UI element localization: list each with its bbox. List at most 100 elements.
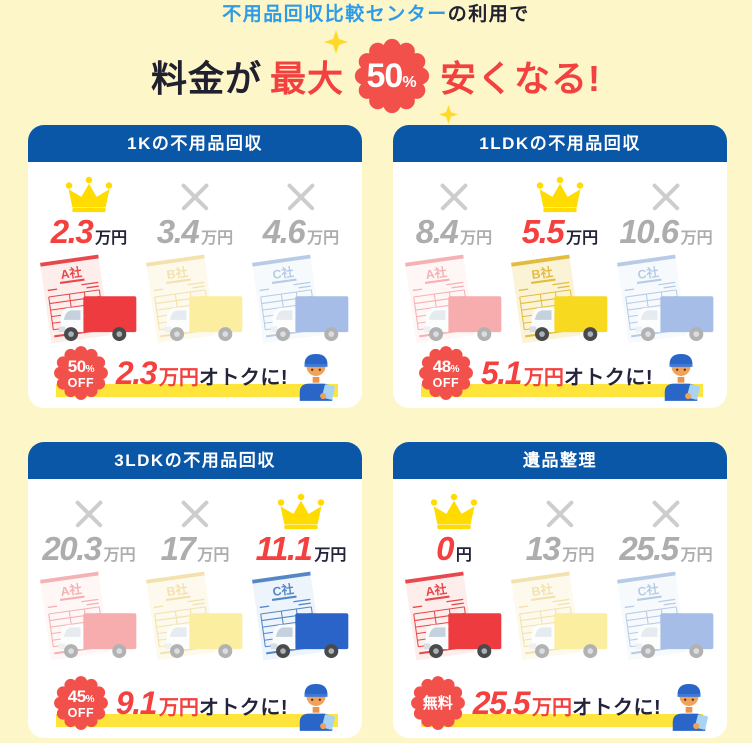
price-unit: 万円 xyxy=(103,547,136,564)
worker-icon xyxy=(294,349,338,401)
svg-text:A社: A社 xyxy=(60,581,84,599)
savings-row: 50% OFF 2.3 万円 オトクに! xyxy=(28,342,362,404)
off-badge: 50% OFF xyxy=(52,344,110,402)
worker-icon xyxy=(659,349,703,401)
highlight-bar xyxy=(421,384,703,397)
invoice-truck-graphic: B社 xyxy=(511,254,608,344)
card-title: 遺品整理 xyxy=(393,442,727,479)
svg-text:C社: C社 xyxy=(272,581,296,599)
price-unit: 万円 xyxy=(680,547,713,564)
highlight-bar xyxy=(56,384,338,397)
price: 8.4 万円 xyxy=(416,215,492,248)
savings-text: 2.3 万円 オトクに! xyxy=(115,354,289,391)
price-unit: 万円 xyxy=(307,230,340,247)
price-unit: 万円 xyxy=(197,547,230,564)
price-value: 17 xyxy=(160,530,196,567)
invoice-truck-graphic: C社 xyxy=(617,254,714,344)
crown-icon xyxy=(535,172,585,214)
company-column-red: 20.3 万円 A社 xyxy=(36,489,142,665)
invoice-graphic: A社 xyxy=(401,569,507,665)
worker-icon xyxy=(294,679,338,731)
invoice-truck-graphic: B社 xyxy=(146,571,243,661)
truck-icon xyxy=(529,613,608,659)
invoice-truck-graphic: A社 xyxy=(405,254,502,344)
price-value: 3.4 xyxy=(156,213,200,250)
truck-icon xyxy=(635,613,714,659)
savings-text: 5.1 万円 オトクに! xyxy=(480,354,654,391)
x-icon xyxy=(544,489,576,531)
card-3ldk: 3LDKの不用品回収 20.3 万円 A社 17 万円 B社 xyxy=(28,442,362,738)
x-icon xyxy=(650,172,682,214)
invoice-truck-graphic: A社 xyxy=(40,254,137,344)
price-value: 10.6 xyxy=(619,213,679,250)
savings-row: 45% OFF 9.1 万円 オトクに! xyxy=(28,672,362,734)
price-value: 20.3 xyxy=(42,530,102,567)
company-columns: 2.3 万円 A社 3.4 万円 B社 xyxy=(28,162,362,348)
svg-text:B社: B社 xyxy=(166,581,190,599)
x-icon xyxy=(179,172,211,214)
company-column-yellow: 17 万円 B社 xyxy=(142,489,248,665)
svg-text:C社: C社 xyxy=(272,264,296,282)
x-icon xyxy=(650,489,682,531)
price: 10.6 万円 xyxy=(619,215,712,248)
price: 2.3 万円 xyxy=(51,215,127,248)
price-unit: 万円 xyxy=(314,547,347,564)
price-unit: 万円 xyxy=(95,230,128,247)
price-value: 4.6 xyxy=(262,213,306,250)
company-column-blue: 10.6 万円 C社 xyxy=(613,172,719,348)
x-icon xyxy=(179,489,211,531)
company-column-yellow: 3.4 万円 B社 xyxy=(142,172,248,348)
invoice-graphic: C社 xyxy=(613,569,719,665)
svg-text:A社: A社 xyxy=(425,581,449,599)
crown-icon xyxy=(429,489,479,531)
invoice-graphic: B社 xyxy=(142,569,248,665)
crown-icon xyxy=(64,172,114,214)
price: 11.1 万円 xyxy=(256,532,347,565)
crown-icon xyxy=(276,489,326,531)
svg-text:B社: B社 xyxy=(531,264,555,282)
svg-text:B社: B社 xyxy=(531,581,555,599)
invoice-truck-graphic: C社 xyxy=(252,571,349,661)
invoice-truck-graphic: C社 xyxy=(252,254,349,344)
card-title: 1LDKの不用品回収 xyxy=(393,125,727,162)
card-title: 3LDKの不用品回収 xyxy=(28,442,362,479)
crown-icon xyxy=(65,176,113,213)
savings-row: 無料 25.5 万円 オトクに! xyxy=(393,672,727,734)
company-column-red: 2.3 万円 A社 xyxy=(36,172,142,348)
truck-icon xyxy=(635,296,714,342)
truck-icon xyxy=(423,613,502,659)
price: 17 万円 xyxy=(161,532,230,565)
invoice-truck-graphic: A社 xyxy=(40,571,137,661)
svg-text:C社: C社 xyxy=(637,264,661,282)
invoice-graphic: A社 xyxy=(36,569,142,665)
highlight-bar xyxy=(421,714,703,727)
svg-text:B社: B社 xyxy=(166,264,190,282)
truck-icon xyxy=(164,613,243,659)
truck-icon xyxy=(58,296,137,342)
svg-text:A社: A社 xyxy=(60,264,84,282)
free-badge: 無料 xyxy=(409,674,467,732)
price-value: 2.3 xyxy=(50,213,94,250)
crown-icon xyxy=(430,493,478,530)
company-column-yellow: 5.5 万円 B社 xyxy=(507,172,613,348)
card-1ldk: 1LDKの不用品回収 8.4 万円 A社 5.5 万円 xyxy=(393,125,727,408)
invoice-graphic: A社 xyxy=(36,252,142,348)
invoice-graphic: C社 xyxy=(613,252,719,348)
price: 25.5 万円 xyxy=(619,532,712,565)
price-value: 13 xyxy=(525,530,561,567)
x-icon xyxy=(285,172,317,214)
card-1k: 1Kの不用品回収 2.3 万円 A社 3.4 万円 xyxy=(28,125,362,408)
invoice-graphic: B社 xyxy=(142,252,248,348)
hero-headline: 料金が 最大 50% 安くなる! xyxy=(0,32,752,120)
savings-text: 9.1 万円 オトクに! xyxy=(115,684,289,721)
price-unit: 万円 xyxy=(460,230,493,247)
invoice-graphic: C社 xyxy=(248,252,354,348)
company-column-yellow: 13 万円 B社 xyxy=(507,489,613,665)
price: 5.5 万円 xyxy=(522,215,598,248)
svg-text:C社: C社 xyxy=(637,581,661,599)
hero-title: 不用品回収比較センターの利用で xyxy=(0,2,752,28)
